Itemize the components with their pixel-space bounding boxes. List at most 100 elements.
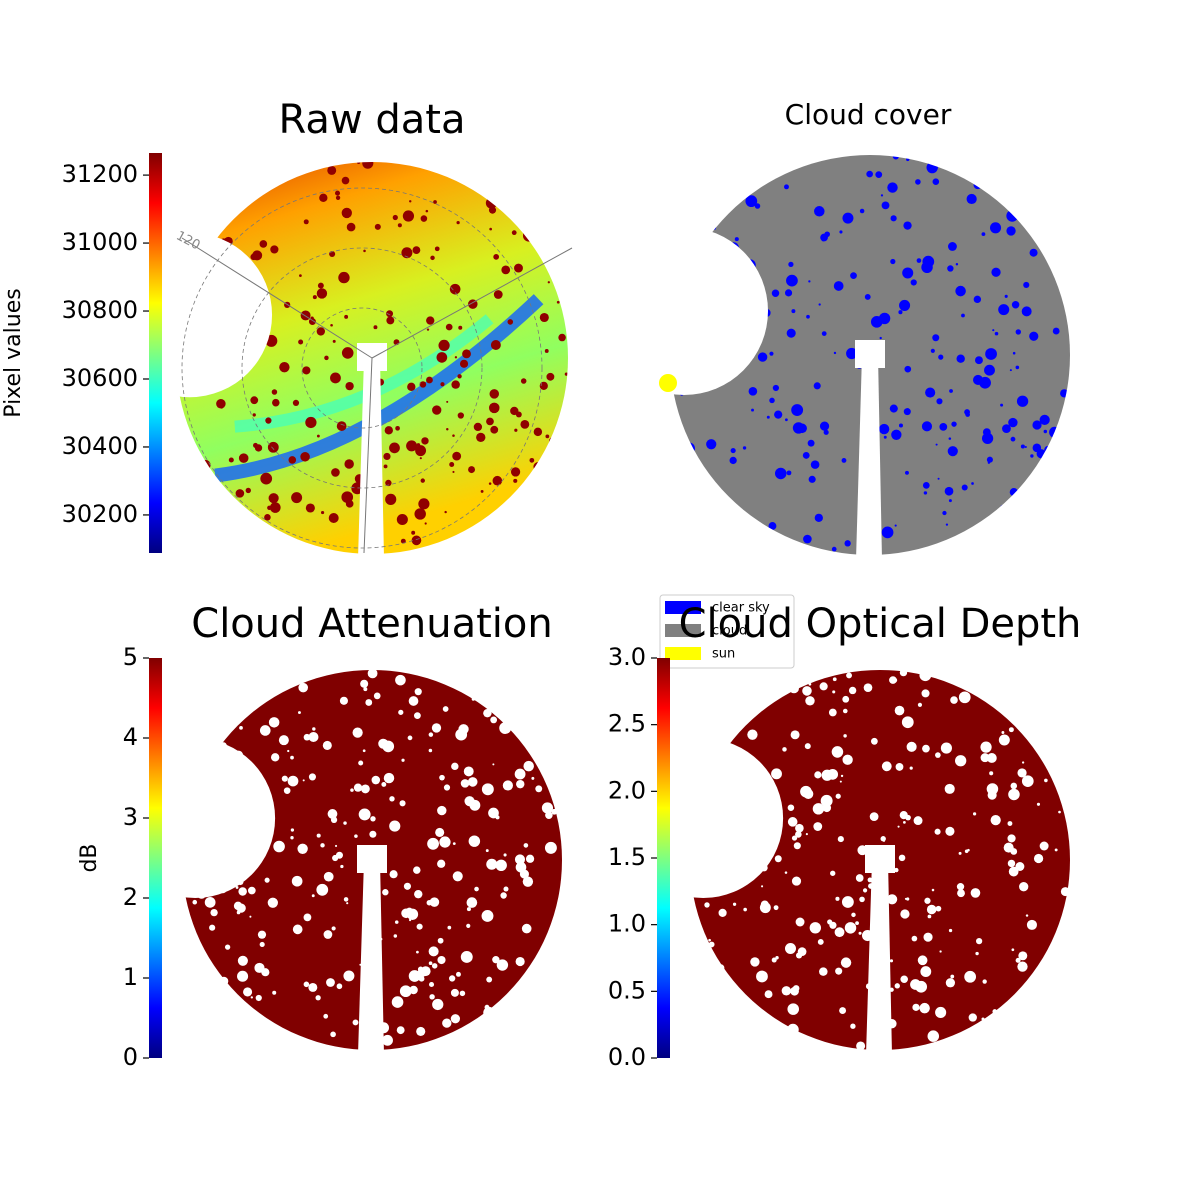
clear-patch <box>813 382 821 390</box>
clear-patch <box>976 938 983 945</box>
clear-patch <box>315 995 321 1001</box>
clear-patch <box>831 546 837 552</box>
clear-patch <box>819 421 830 431</box>
colorbar-tick-label: 30200 <box>62 500 138 528</box>
clear-patch <box>892 677 898 683</box>
clear-patch <box>368 879 375 886</box>
clear-patch <box>323 1013 329 1019</box>
clear-patch <box>917 955 928 966</box>
cloud-blob <box>454 356 458 359</box>
clear-patch <box>964 409 970 416</box>
clear-patch <box>303 981 310 988</box>
clear-patch <box>1010 848 1018 855</box>
clear-patch <box>556 928 564 936</box>
clear-patch <box>728 684 733 689</box>
clear-patch <box>1015 365 1020 370</box>
clear-patch <box>367 668 378 679</box>
clear-patch <box>1008 788 1020 801</box>
clear-patch <box>667 349 673 354</box>
colorbar-tick-label: 1.0 <box>608 910 646 938</box>
clear-patch <box>902 267 914 279</box>
clear-patch <box>192 899 198 905</box>
clear-patch <box>407 735 413 741</box>
clear-patch <box>1008 214 1014 220</box>
clear-patch <box>947 265 954 272</box>
panel-title: Raw data <box>279 97 466 143</box>
cloud-blob <box>253 442 258 448</box>
clear-patch <box>934 828 941 835</box>
clear-patch <box>964 970 977 983</box>
clear-patch <box>1059 490 1064 495</box>
cloud-blob <box>385 493 397 505</box>
clear-patch <box>455 728 468 741</box>
cloud-blob <box>220 238 227 245</box>
clear-patch <box>209 924 216 931</box>
clear-patch <box>1043 429 1048 434</box>
cloud-blob <box>386 316 395 325</box>
clear-patch <box>378 1022 390 1034</box>
clear-patch <box>808 682 812 686</box>
clear-patch <box>500 678 509 687</box>
clear-patch <box>956 354 965 363</box>
cloud-blob <box>544 349 549 353</box>
clear-patch <box>898 423 903 428</box>
clear-patch <box>904 365 912 373</box>
clear-patch <box>879 423 890 435</box>
clear-patch <box>901 716 914 729</box>
clear-patch <box>1024 446 1027 449</box>
clear-patch <box>803 788 814 799</box>
clear-patch <box>841 896 854 908</box>
clear-patch <box>781 986 792 996</box>
clear-patch <box>382 740 395 753</box>
clear-patch <box>488 807 499 819</box>
clear-patch <box>1036 449 1046 459</box>
cloud-blob <box>305 416 317 429</box>
clear-patch <box>734 679 741 686</box>
colorbar-tick-label: 31200 <box>62 160 138 188</box>
cloud-blob <box>434 246 440 252</box>
cloud-blob <box>335 195 341 200</box>
cloud-blob <box>517 204 523 210</box>
cloud-blob <box>445 323 453 331</box>
cloud-blob <box>299 274 302 278</box>
cloud-blob <box>514 534 520 540</box>
clear-patch <box>353 783 363 792</box>
clear-patch <box>754 203 761 209</box>
clear-patch <box>927 1030 940 1042</box>
clear-patch <box>343 970 355 982</box>
clear-patch <box>992 1009 998 1014</box>
clear-patch <box>196 995 205 1005</box>
clear-patch <box>703 775 707 779</box>
clear-patch <box>1058 810 1061 814</box>
clear-patch <box>272 990 277 995</box>
clear-patch <box>278 735 289 746</box>
cloud-blob <box>222 186 226 190</box>
colorbar-label: Pixel values <box>1 288 26 417</box>
clear-patch <box>948 499 952 503</box>
clear-patch <box>839 780 842 783</box>
clear-patch <box>989 771 994 776</box>
clear-patch <box>682 442 695 455</box>
clear-patch <box>1011 948 1015 952</box>
clear-patch <box>718 908 727 917</box>
clear-patch <box>803 534 812 544</box>
clear-patch <box>370 816 376 822</box>
clear-patch <box>500 892 507 899</box>
clear-patch <box>948 928 953 933</box>
clear-patch <box>531 776 535 780</box>
clear-patch <box>1016 395 1029 407</box>
clear-patch <box>308 982 318 992</box>
cloud-blob <box>300 310 311 321</box>
clear-patch <box>915 179 921 185</box>
clear-patch <box>832 677 837 682</box>
cloud-area <box>670 155 1070 555</box>
clear-patch <box>874 404 878 409</box>
clear-patch <box>892 153 900 160</box>
clear-patch <box>855 361 863 369</box>
clear-patch <box>895 762 904 771</box>
clear-patch <box>773 905 779 911</box>
clear-patch <box>1027 733 1035 741</box>
clear-patch <box>927 914 932 919</box>
clear-patch <box>948 437 952 440</box>
clear-patch <box>958 691 971 704</box>
